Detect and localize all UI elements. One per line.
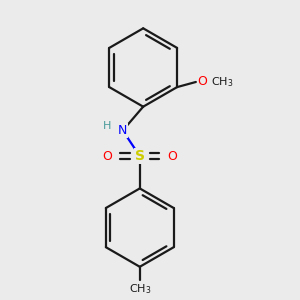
Text: CH$_3$: CH$_3$	[211, 75, 234, 89]
Text: O: O	[198, 76, 207, 88]
Text: O: O	[103, 150, 112, 163]
Text: H: H	[103, 122, 112, 131]
Text: O: O	[167, 150, 177, 163]
Text: N: N	[118, 124, 128, 137]
Text: S: S	[135, 149, 145, 163]
Text: CH$_3$: CH$_3$	[128, 282, 151, 296]
